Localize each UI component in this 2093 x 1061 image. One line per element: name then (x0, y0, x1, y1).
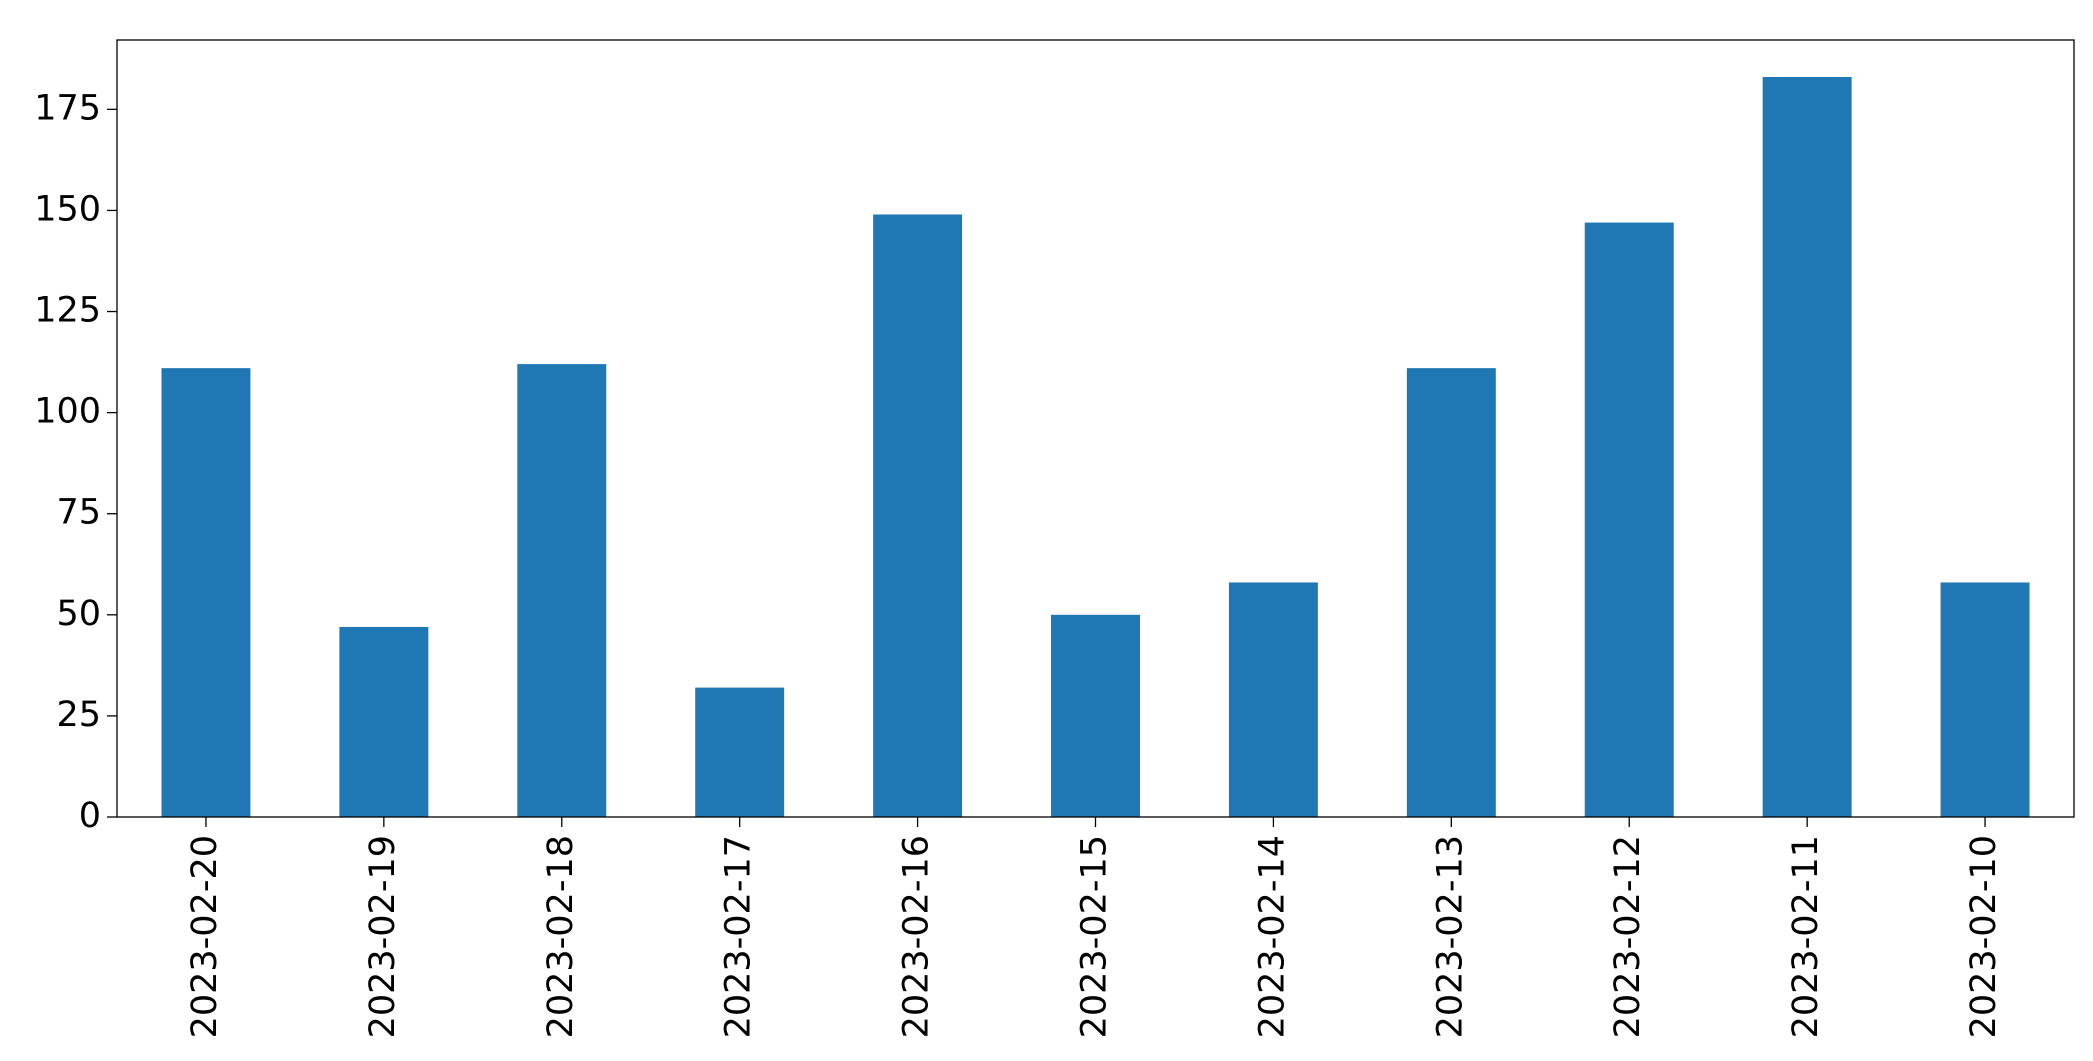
x-tick-label: 2023-02-15 (1075, 835, 1115, 1038)
y-tick-label: 25 (56, 695, 101, 735)
y-tick-label: 100 (34, 392, 101, 432)
x-tick-label: 2023-02-18 (541, 835, 581, 1038)
y-tick-label: 0 (79, 796, 101, 836)
x-tick-label: 2023-02-13 (1430, 835, 1470, 1038)
y-tick-label: 75 (56, 493, 101, 533)
bar (161, 368, 251, 817)
x-tick-label: 2023-02-10 (1964, 835, 2004, 1038)
bar (873, 214, 963, 818)
bar (517, 364, 607, 817)
bar (339, 626, 429, 817)
y-tick-label: 175 (34, 88, 101, 128)
x-tick-label: 2023-02-20 (185, 835, 225, 1038)
bar (1228, 582, 1318, 817)
x-tick-label: 2023-02-16 (897, 835, 937, 1038)
bar (695, 687, 785, 817)
x-tick-label: 2023-02-12 (1608, 835, 1648, 1038)
x-tick-label: 2023-02-19 (363, 835, 403, 1038)
x-tick-label: 2023-02-14 (1252, 835, 1292, 1038)
bar (1762, 77, 1852, 817)
bar (1051, 614, 1140, 817)
bar (1940, 582, 2030, 817)
bar (1406, 368, 1496, 817)
y-tick-label: 150 (34, 189, 101, 229)
y-tick-label: 50 (56, 594, 101, 634)
y-tick-label: 125 (34, 291, 101, 331)
bar (1584, 222, 1674, 817)
axes-frame (116, 39, 2075, 818)
x-tick-label: 2023-02-11 (1786, 835, 1826, 1038)
x-tick-label: 2023-02-17 (719, 835, 759, 1038)
